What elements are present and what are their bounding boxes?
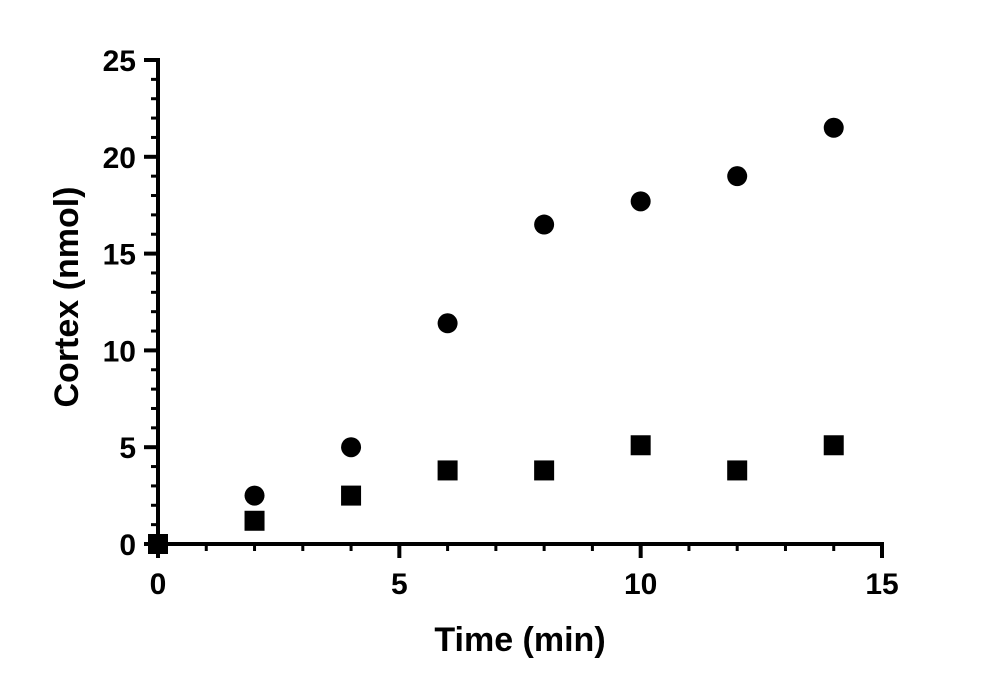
y-tick-label: 15 xyxy=(103,239,136,272)
y-tick-label: 25 xyxy=(103,45,136,78)
tick-labels: 0 5 10 15 20 25 0 5 10 15 xyxy=(103,45,899,601)
x-tick-label: 15 xyxy=(865,568,898,601)
square-marker xyxy=(534,460,555,481)
y-tick-label: 20 xyxy=(103,142,136,175)
circle-marker xyxy=(630,191,651,212)
y-tick-label: 5 xyxy=(119,432,136,465)
x-tick-label: 10 xyxy=(624,568,657,601)
y-tick-label: 10 xyxy=(103,335,136,368)
circle-marker xyxy=(437,313,458,334)
square-marker xyxy=(823,435,844,456)
square-marker xyxy=(341,485,362,506)
square-marker xyxy=(244,510,265,531)
ticks xyxy=(144,58,884,558)
square-marker xyxy=(727,460,748,481)
x-tick-label: 5 xyxy=(391,568,408,601)
square-marker xyxy=(148,534,168,554)
square-marker xyxy=(437,460,458,481)
axes xyxy=(156,58,884,546)
y-axis-label: Cortex (nmol) xyxy=(48,187,86,408)
data-markers xyxy=(148,117,844,554)
x-axis-label: Time (min) xyxy=(434,621,605,659)
circle-marker xyxy=(534,214,555,235)
square-marker xyxy=(630,435,651,456)
y-tick-label: 0 xyxy=(119,529,136,562)
circle-marker xyxy=(244,485,265,506)
circle-marker xyxy=(727,166,748,187)
circle-marker xyxy=(341,437,362,458)
x-tick-label: 0 xyxy=(150,568,167,601)
circle-marker xyxy=(823,117,844,138)
